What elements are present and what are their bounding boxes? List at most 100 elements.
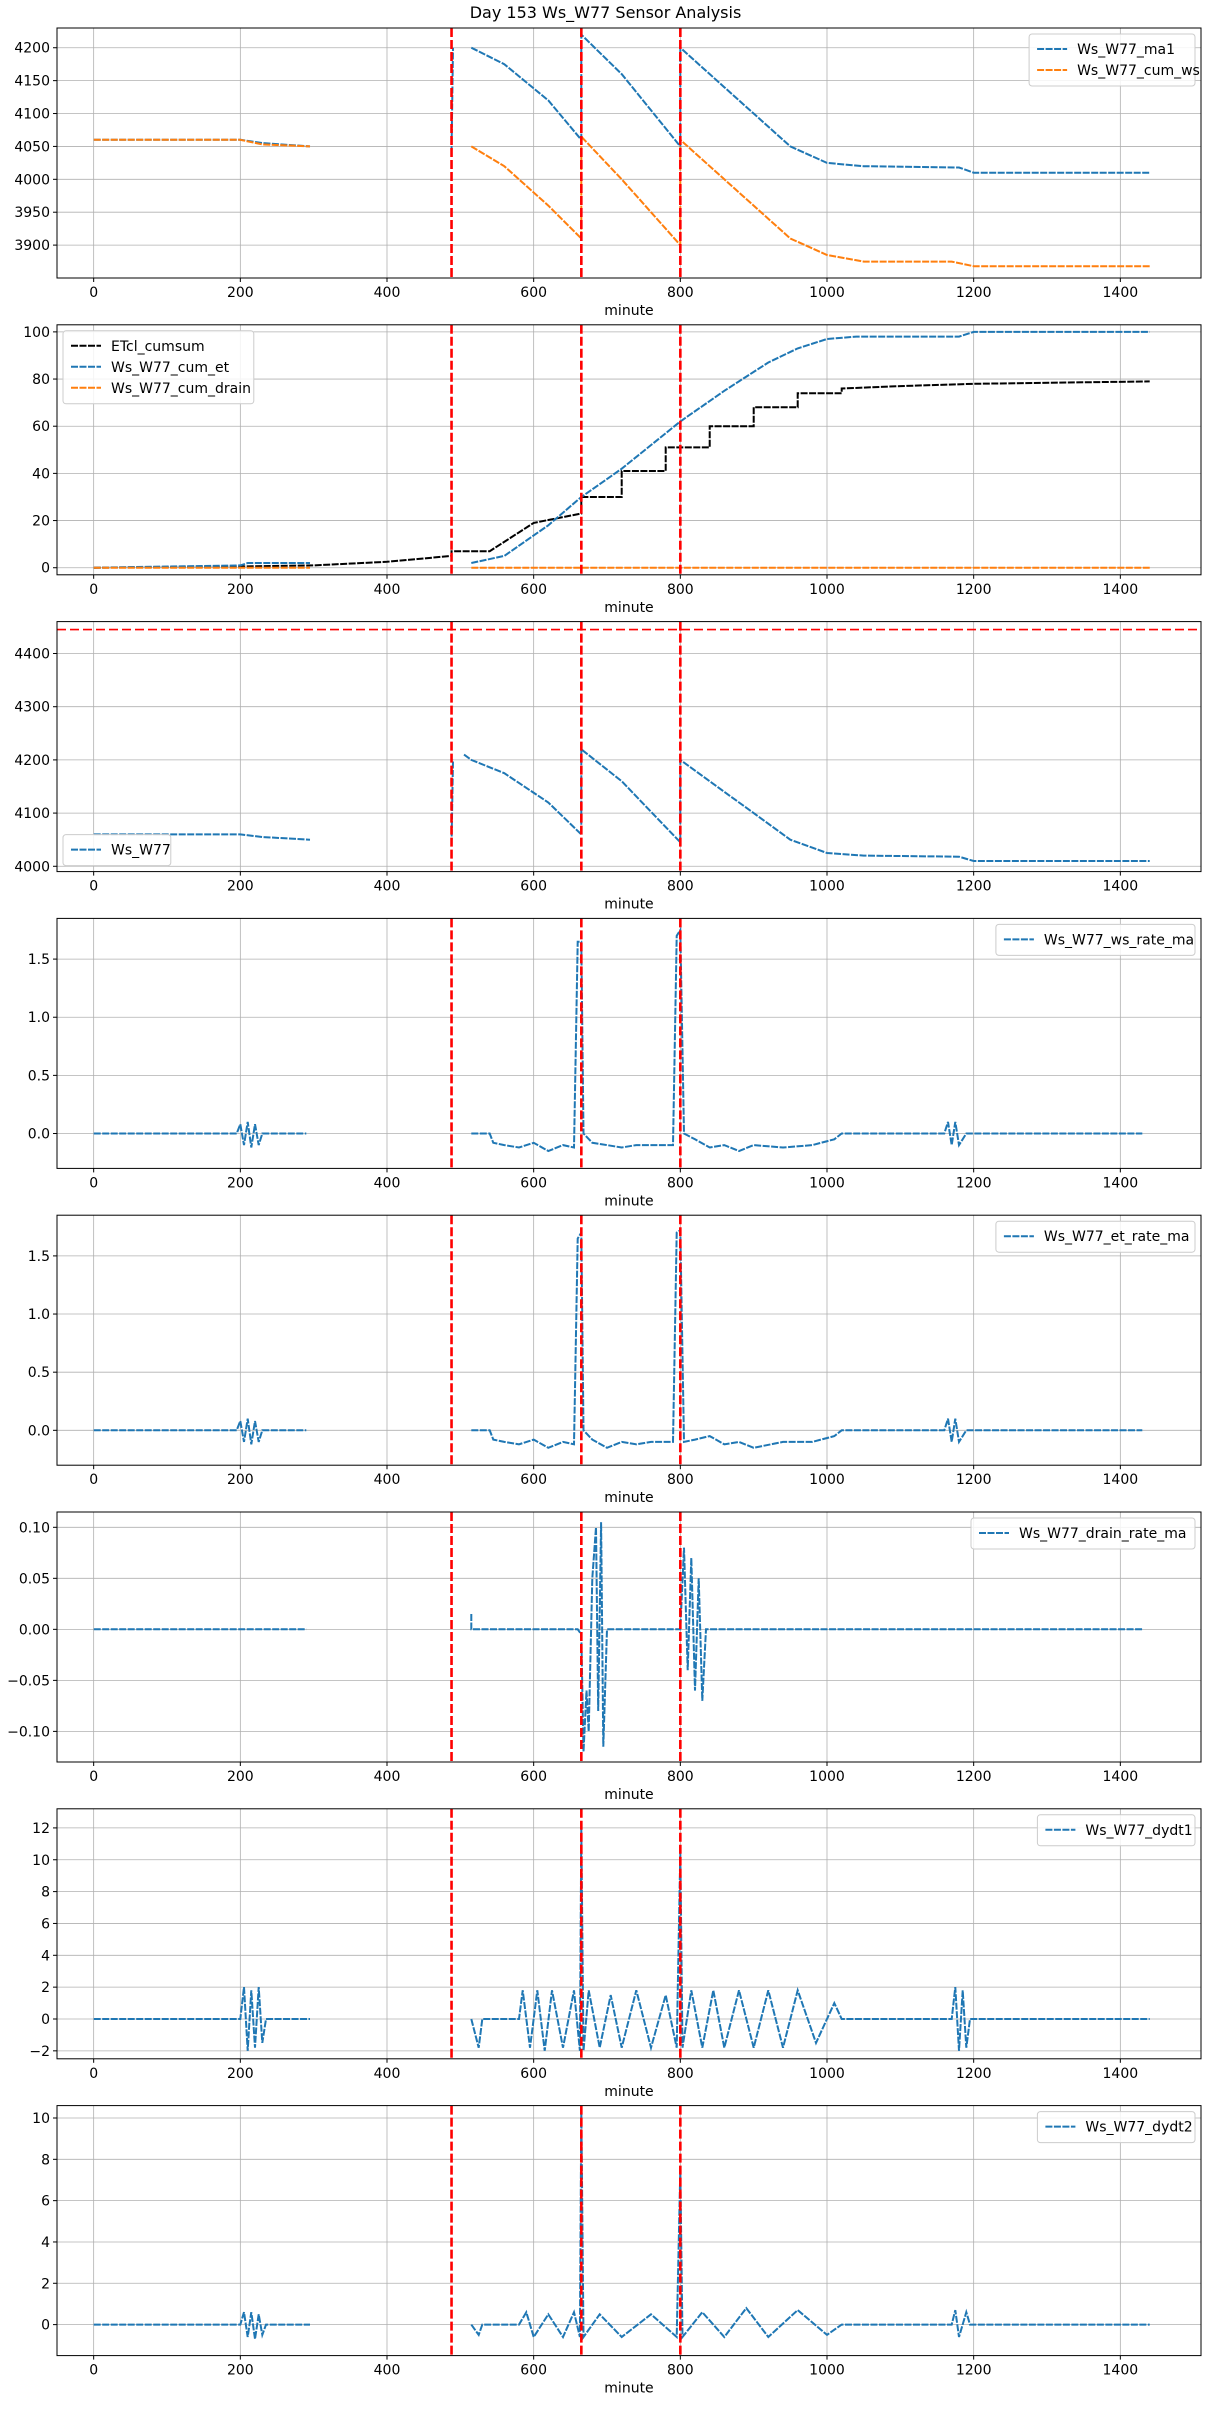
x-tick-label: 400	[374, 2066, 401, 2082]
legend: Ws_W77_et_rate_ma	[995, 1220, 1196, 1253]
y-tick-label: 1.5	[28, 1249, 50, 1265]
y-tick-label: 60	[32, 419, 50, 435]
x-tick-label: 1200	[956, 1769, 992, 1785]
legend: Ws_W77	[62, 834, 172, 867]
series-line-Ws_W77_et_rate_ma	[93, 1228, 1143, 1449]
x-tick-label: 1400	[1103, 582, 1139, 598]
x-tick-label: 1000	[809, 2363, 845, 2379]
legend: Ws_W77_drain_rate_ma	[970, 1517, 1196, 1550]
x-tick-label: 800	[667, 1472, 694, 1488]
x-tick-label: 1200	[956, 582, 992, 598]
y-tick-label: 4	[41, 2235, 50, 2251]
y-tick-label: 1.0	[28, 1010, 50, 1026]
x-tick-label: 800	[667, 879, 694, 895]
plot-area	[93, 918, 1143, 1169]
x-tick-label: 1200	[956, 2066, 992, 2082]
x-tick-label: 1400	[1103, 285, 1139, 301]
legend-box	[62, 834, 172, 867]
legend-label: Ws_W77_ma1	[1077, 42, 1175, 58]
legend-box	[62, 330, 255, 405]
x-tick-label: 800	[667, 1175, 694, 1191]
x-tick-label: 1200	[956, 879, 992, 895]
x-tick-label: 200	[227, 1472, 254, 1488]
subplot-5: 0 200 400 600 800 1000 1200 1400 0.0 0.5 1.0 1.5 min…	[28, 1214, 1202, 1506]
x-tick-label: 600	[520, 1175, 547, 1191]
axes-frame	[56, 27, 1202, 279]
y-tick-label: 4400	[14, 647, 50, 663]
x-tick-label: 200	[227, 2363, 254, 2379]
y-tick-label: −0.10	[7, 1724, 50, 1740]
axes-frame	[56, 2105, 1202, 2357]
axes-frame	[56, 1808, 1202, 2060]
y-tick-label: 0.10	[19, 1520, 50, 1536]
x-tick-label: 1200	[956, 2363, 992, 2379]
x-tick-label: 1400	[1103, 1175, 1139, 1191]
y-tick-label: 0	[41, 561, 50, 577]
subplot-2: 0 200 400 600 800 1000 1200 1400 0 20 40 60 80 100 min…	[23, 324, 1202, 616]
y-tick-label: 100	[23, 325, 50, 341]
axes-frame	[56, 917, 1202, 1169]
x-axis-label: minute	[604, 1193, 653, 1209]
legend: Ws_W77_ma1 Ws_W77_cum_ws	[1028, 33, 1200, 87]
y-tick-label: 3900	[14, 238, 50, 254]
legend-box	[995, 1220, 1196, 1253]
series-line-Ws_W77_dydt1	[93, 1827, 1150, 2052]
series-line-Ws_W77_ma1	[93, 32, 1150, 174]
x-tick-label: 1400	[1103, 2066, 1139, 2082]
y-tick-label: 4200	[14, 41, 50, 57]
x-tick-label: 200	[227, 1769, 254, 1785]
legend-label: Ws_W77_dydt1	[1085, 1823, 1192, 1839]
series-line-ETcl_cumsum	[93, 380, 1150, 569]
x-tick-label: 400	[374, 2363, 401, 2379]
axes-frame	[56, 621, 1202, 873]
y-tick-label: 10	[32, 1853, 50, 1869]
y-tick-label: 4150	[14, 74, 50, 90]
plot-area	[93, 2105, 1150, 2356]
y-tick-label: 10	[32, 2111, 50, 2127]
x-tick-label: 1000	[809, 285, 845, 301]
x-tick-label: 400	[374, 582, 401, 598]
series-line-Ws_W77_cum_et	[93, 330, 1150, 569]
x-tick-label: 1400	[1103, 2363, 1139, 2379]
axes-frame	[56, 324, 1202, 576]
legend: Ws_W77_dydt1	[1036, 1814, 1196, 1847]
x-tick-label: 800	[667, 2066, 694, 2082]
x-tick-label: 1200	[956, 1472, 992, 1488]
y-tick-label: 20	[32, 514, 50, 530]
y-tick-label: 4100	[14, 107, 50, 123]
y-tick-label: 12	[32, 1821, 50, 1837]
x-axis-label: minute	[604, 1490, 653, 1506]
x-tick-label: 1200	[956, 1175, 992, 1191]
x-tick-label: 200	[227, 582, 254, 598]
plot-area	[93, 1512, 1143, 1762]
y-tick-label: 0	[41, 2012, 50, 2028]
plot-area	[93, 324, 1150, 575]
x-tick-label: 1200	[956, 285, 992, 301]
legend: ETcl_cumsum Ws_W77_cum_et Ws_W77_cum_drain	[62, 330, 255, 405]
x-tick-label: 400	[374, 1472, 401, 1488]
x-axis-label: minute	[604, 303, 653, 319]
y-tick-label: 8	[41, 2152, 50, 2168]
x-tick-label: 0	[89, 1769, 98, 1785]
y-tick-label: 4000	[14, 859, 50, 875]
legend-box	[1028, 33, 1196, 87]
plot-area	[93, 28, 1150, 278]
x-tick-label: 800	[667, 285, 694, 301]
legend-label: Ws_W77_cum_et	[111, 360, 230, 376]
x-tick-label: 600	[520, 285, 547, 301]
legend-box	[1036, 2111, 1196, 2144]
y-tick-label: 0.05	[19, 1571, 50, 1587]
x-tick-label: 400	[374, 1769, 401, 1785]
x-tick-label: 400	[374, 285, 401, 301]
x-tick-label: 200	[227, 2066, 254, 2082]
y-tick-label: 2	[41, 1980, 50, 1996]
legend-label: Ws_W77_cum_drain	[111, 381, 251, 397]
x-tick-label: 1000	[809, 879, 845, 895]
subplot-8: 0 200 400 600 800 1000 1200 1400 0 2 4 6 8 10 minute Ws…	[32, 2105, 1202, 2397]
x-tick-label: 600	[520, 1769, 547, 1785]
x-tick-label: 200	[227, 285, 254, 301]
legend-label: Ws_W77_et_rate_ma	[1044, 1229, 1190, 1245]
x-tick-label: 0	[89, 582, 98, 598]
axes-frame	[56, 1214, 1202, 1466]
